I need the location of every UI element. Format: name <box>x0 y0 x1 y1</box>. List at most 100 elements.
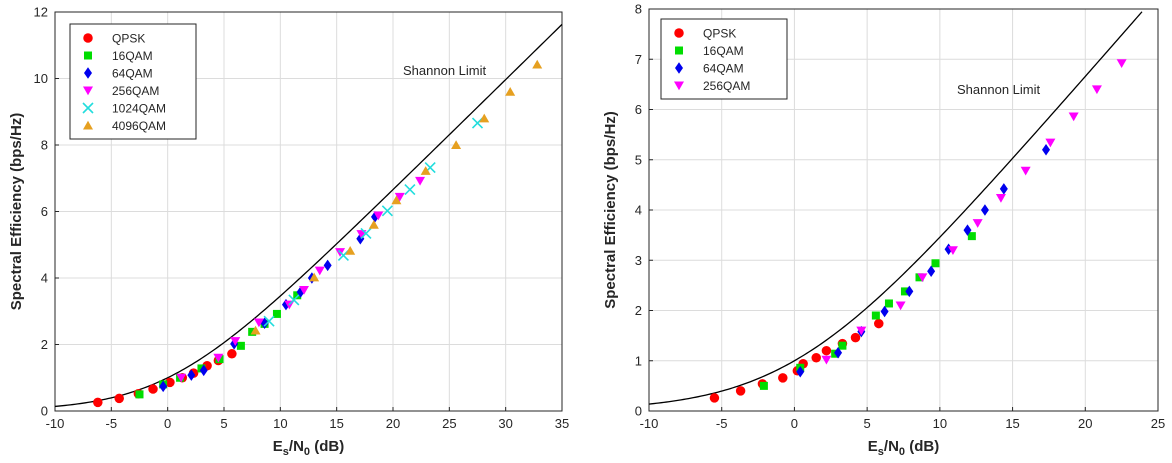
chart0-256qam-point <box>415 176 426 186</box>
chart1-64qam-point <box>796 366 805 378</box>
chart1-16qam-point <box>931 259 940 268</box>
chart0-legend-marker-256qam <box>83 86 93 96</box>
chart1-256qam-point <box>995 193 1006 203</box>
chart1-256qam-point <box>856 326 867 336</box>
chart0-4096qam-point <box>391 195 402 205</box>
chart1-y-tick-label: 0 <box>635 404 642 419</box>
chart0-legend: QPSK 16QAM 64QAM 256QAM 1024QAM 4096QAM <box>69 23 197 140</box>
chart1-64qam-point <box>963 224 972 236</box>
chart1-256qam-point <box>821 355 832 365</box>
chart0-y-axis-label: Spectral Efficiency (bps/Hz) <box>8 113 25 311</box>
chart0-256qam-point <box>314 266 325 276</box>
left-chart: -10 -5 0 5 10 15 20 25 30 35 0 2 4 6 8 10 12 Es/N0 (dB) Sp… <box>8 5 569 459</box>
chart1-legend-marker-64qam <box>675 62 683 74</box>
chart1-y-tick-label: 1 <box>635 353 642 368</box>
chart1-series-256qam <box>821 59 1127 365</box>
chart0-x-tick-label: 0 <box>164 416 171 431</box>
chart1-legend: QPSK 16QAM 64QAM 256QAM <box>660 18 788 100</box>
chart0-1024qam-point <box>404 183 416 196</box>
chart0-256qam-point <box>298 285 309 295</box>
right-chart: -10 -5 0 5 10 15 20 25 0 1 2 3 4 5 6 7 8 Es/N0 (dB) Spectr… <box>602 2 1165 459</box>
chart1-qpsk-point <box>874 318 884 329</box>
chart0-x-tick-label: -10 <box>46 416 65 431</box>
chart0-qpsk-point <box>114 393 124 404</box>
chart1-256qam-point <box>917 273 928 283</box>
chart1-x-tick-label: 5 <box>864 416 871 431</box>
chart1-shannon-limit-curve <box>648 11 1143 405</box>
chart1-x-tick-label: 0 <box>791 416 798 431</box>
chart0-x-axis-label: Es/N0 (dB) <box>273 438 344 458</box>
chart1-y-tick-label: 8 <box>635 2 642 17</box>
chart0-1024qam-point <box>288 294 300 306</box>
chart1-y-tick-label: 3 <box>635 253 642 268</box>
chart1-16qam-point <box>900 287 909 296</box>
chart0-x-tick-label: 15 <box>329 416 343 431</box>
chart0-256qam-point <box>253 318 264 328</box>
chart1-16qam-point <box>884 299 893 308</box>
chart0-256qam-point <box>373 211 384 221</box>
chart0-series-256qam <box>176 176 426 383</box>
chart0-x-tick-label: 5 <box>220 416 227 431</box>
chart0-legend-marker-16qam <box>84 51 92 60</box>
chart0-legend-marker-1024qam <box>82 102 94 114</box>
chart0-shannon-limit-label: Shannon Limit <box>403 63 486 78</box>
chart1-x-tick-label: 10 <box>933 416 947 431</box>
chart0-y-tick-label: 0 <box>41 404 48 419</box>
chart0-legend-marker-64qam <box>84 67 92 79</box>
chart0-x-tick-label: 35 <box>555 416 569 431</box>
chart0-256qam-point <box>230 337 241 346</box>
chart0-1024qam-point <box>263 315 275 327</box>
chart0-legend-label-16qam: 16QAM <box>112 49 153 63</box>
chart1-16qam-point <box>838 341 847 350</box>
chart0-x-tick-label: 10 <box>273 416 287 431</box>
chart0-256qam-point <box>176 373 187 383</box>
chart1-y-tick-label: 7 <box>635 52 642 67</box>
chart1-series-64qam <box>796 143 1051 378</box>
chart0-y-tick-label: 2 <box>41 337 48 352</box>
chart0-4096qam-point <box>505 87 516 96</box>
chart1-64qam-point <box>927 265 936 278</box>
chart0-4096qam-point <box>309 272 320 282</box>
chart0-256qam-point <box>213 353 224 363</box>
chart1-256qam-point <box>1045 138 1056 148</box>
chart1-256qam-point <box>1091 85 1102 95</box>
chart0-4096qam-point <box>250 325 261 335</box>
chart0-legend-label-qpsk: QPSK <box>112 32 145 46</box>
chart1-legend-marker-16qam <box>675 46 683 55</box>
chart0-16qam-point <box>272 309 281 318</box>
chart0-4096qam-point <box>451 140 462 149</box>
chart0-64qam-point <box>199 364 208 377</box>
chart1-legend-marker-256qam <box>674 81 684 91</box>
chart1-256qam-point <box>1020 166 1031 176</box>
chart0-x-tick-label: 30 <box>498 416 512 431</box>
chart0-4096qam-point <box>479 113 490 123</box>
chart1-16qam-point <box>871 311 880 320</box>
chart1-x-tick-label: -10 <box>640 416 659 431</box>
chart1-64qam-point <box>944 243 953 255</box>
chart1-x-tick-label: 20 <box>1078 416 1092 431</box>
chart1-256qam-point <box>1116 59 1127 69</box>
chart1-y-axis-label: Spectral Efficiency (bps/Hz) <box>602 111 619 309</box>
chart0-1024qam-point <box>381 205 393 217</box>
chart1-16qam-point <box>915 273 924 282</box>
chart0-y-tick-label: 6 <box>41 204 48 219</box>
chart1-y-tick-label: 4 <box>635 203 642 218</box>
chart1-qpsk-point <box>850 332 861 343</box>
chart0-256qam-point <box>394 192 405 202</box>
chart1-256qam-point <box>1068 112 1079 122</box>
chart1-16qam-point <box>759 381 768 390</box>
chart0-x-tick-label: 25 <box>442 416 456 431</box>
chart0-legend-label-4096qam: 4096QAM <box>112 119 166 133</box>
chart1-legend-label-64qam: 64QAM <box>703 62 744 76</box>
chart1-256qam-point <box>895 301 906 311</box>
chart0-legend-label-1024qam: 1024QAM <box>112 102 166 116</box>
chart0-16qam-point <box>236 341 245 350</box>
chart0-64qam-point <box>323 259 332 272</box>
chart0-y-tick-label: 4 <box>41 271 48 286</box>
chart0-4096qam-point <box>532 59 543 69</box>
chart1-qpsk-point <box>709 393 720 403</box>
chart1-256qam-point <box>947 246 958 255</box>
chart0-16qam-point <box>293 291 302 300</box>
chart1-64qam-point <box>999 183 1008 195</box>
chart1-x-tick-label: 15 <box>1005 416 1019 431</box>
